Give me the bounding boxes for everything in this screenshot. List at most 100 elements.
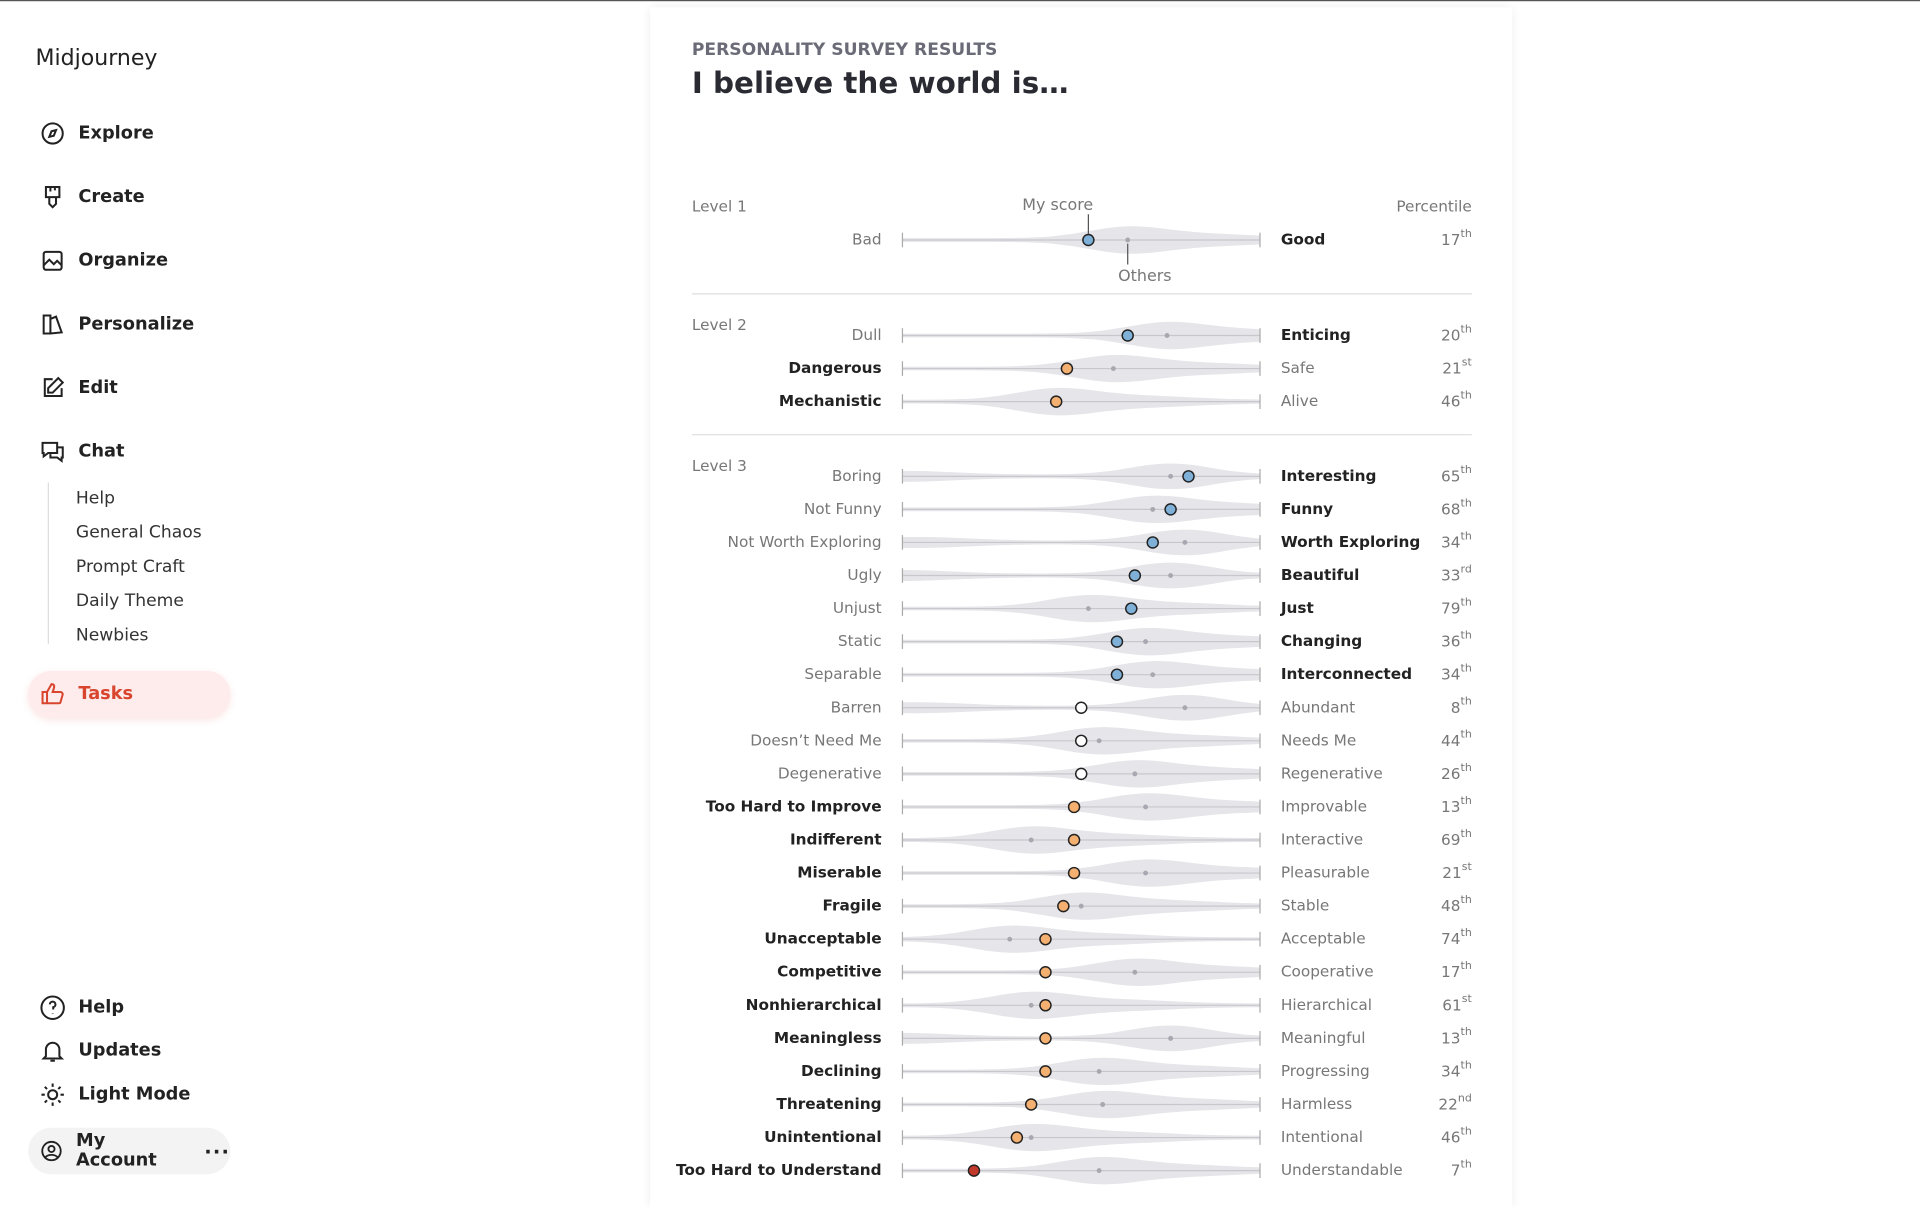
percentile-suffix: th	[1461, 1157, 1472, 1170]
right-pole: Stable	[1281, 897, 1329, 915]
score-dot	[1082, 233, 1095, 247]
percentile-suffix: st	[1462, 355, 1473, 368]
active-nav-item[interactable]: Tasks	[28, 671, 231, 718]
percentile-suffix: th	[1461, 496, 1472, 509]
percentile: 21st	[1442, 860, 1472, 882]
nav-item[interactable]: Explore	[39, 120, 154, 147]
eyebrow: PERSONALITY SURVEY RESULTS	[691, 40, 998, 61]
left-pole: Too Hard to Improve	[706, 797, 882, 815]
others-dot	[1096, 1168, 1102, 1174]
score-dot	[1182, 470, 1195, 483]
channel[interactable]: Prompt Craft	[75, 557, 185, 577]
percentile-suffix: th	[1461, 827, 1472, 840]
nav-item[interactable]: Organize	[39, 247, 168, 274]
right-pole: Pleasurable	[1281, 864, 1370, 882]
left-pole: Unacceptable	[764, 930, 881, 948]
percentile-value: 34	[1441, 1062, 1460, 1080]
others-dot	[1150, 506, 1156, 512]
right-pole: Just	[1280, 599, 1314, 617]
right-pole: Progressing	[1281, 1062, 1370, 1080]
nav-item[interactable]: Chat	[39, 438, 125, 465]
callout-label: Others	[1118, 266, 1171, 285]
percentile: 65th	[1441, 463, 1472, 485]
right-pole: Worth Exploring	[1281, 533, 1421, 551]
score-dot	[1128, 569, 1142, 582]
others-dot	[1085, 606, 1091, 612]
nav-label: Edit	[78, 378, 118, 398]
right-pole: Intentional	[1281, 1128, 1363, 1146]
right-pole: Interconnected	[1281, 665, 1412, 683]
nav-label: Help	[78, 997, 125, 1018]
percentile: 7th	[1451, 1157, 1472, 1179]
percentile: 34th	[1441, 1058, 1472, 1080]
percentile-value: 33	[1441, 566, 1460, 584]
percentile: 36th	[1441, 629, 1472, 651]
others-dot	[1168, 473, 1174, 479]
left-pole: Threatening	[776, 1095, 881, 1113]
column-header: Percentile	[1396, 197, 1471, 215]
left-pole: Barren	[831, 698, 882, 716]
percentile: 61st	[1442, 992, 1472, 1014]
percentile: 48th	[1441, 893, 1472, 915]
right-pole: Cooperative	[1281, 963, 1374, 981]
more-icon[interactable]: ···	[204, 1139, 231, 1163]
others-dot	[1182, 540, 1188, 545]
left-pole: Competitive	[777, 963, 881, 981]
percentile-value: 46	[1441, 392, 1460, 410]
nav-item[interactable]: Updates	[39, 1037, 161, 1064]
left-pole: Unintentional	[764, 1128, 882, 1146]
percentile-value: 21	[1442, 359, 1461, 377]
channel-rail	[47, 482, 49, 645]
left-pole: Ugly	[847, 566, 881, 584]
right-pole: Alive	[1281, 392, 1318, 410]
channel[interactable]: General Chaos	[75, 522, 202, 543]
right-pole: Regenerative	[1281, 764, 1383, 782]
nav-item[interactable]: Personalize	[39, 311, 194, 338]
others-dot	[1096, 738, 1102, 744]
percentile: 46th	[1441, 389, 1472, 411]
others-dot	[1078, 903, 1084, 909]
channel[interactable]: Help	[75, 488, 116, 509]
percentile-suffix: nd	[1458, 1091, 1472, 1104]
right-pole: Good	[1281, 231, 1326, 249]
channel[interactable]: Daily Theme	[75, 591, 184, 612]
brand[interactable]: Midjourney	[35, 45, 158, 72]
nav-item[interactable]: Light Mode	[39, 1081, 190, 1108]
channel[interactable]: Newbies	[75, 625, 149, 646]
left-pole: Mechanistic	[779, 392, 882, 410]
percentile-suffix: th	[1461, 227, 1472, 240]
account-button[interactable]: My Account ···	[28, 1127, 231, 1175]
right-pole: Hierarchical	[1281, 996, 1372, 1014]
nav-item[interactable]: Help	[39, 994, 124, 1021]
percentile-value: 13	[1441, 1029, 1460, 1047]
score-dot	[1060, 362, 1074, 375]
others-dot	[1182, 705, 1188, 711]
left-pole: Unjust	[833, 599, 882, 617]
right-pole: Improvable	[1281, 797, 1367, 815]
nav-label: Explore	[78, 123, 154, 144]
others-dot	[1100, 1102, 1106, 1107]
score-dot	[1125, 602, 1138, 615]
score-dot	[1110, 668, 1124, 681]
percentile-suffix: th	[1461, 595, 1472, 608]
right-pole: Beautiful	[1281, 566, 1360, 584]
score-dot	[1049, 395, 1063, 408]
percentile: 8th	[1451, 695, 1472, 717]
title: I believe the world is…	[691, 66, 1069, 101]
left-pole: Fragile	[822, 897, 881, 915]
nav-item[interactable]: Edit	[39, 375, 118, 402]
score-dot	[1039, 999, 1052, 1012]
score-dot	[1039, 1032, 1052, 1045]
others-dot	[1132, 771, 1138, 777]
nav-item[interactable]: Create	[39, 184, 145, 211]
score-dot	[1146, 536, 1159, 549]
percentile: 44th	[1441, 728, 1472, 750]
percentile-suffix: th	[1461, 463, 1472, 476]
nav-label: Light Mode	[78, 1084, 191, 1105]
right-pole: Interesting	[1281, 467, 1377, 485]
others-dot	[1143, 639, 1149, 645]
percentile-value: 34	[1441, 533, 1460, 551]
percentile-value: 44	[1441, 731, 1460, 749]
percentile-value: 34	[1441, 665, 1460, 683]
